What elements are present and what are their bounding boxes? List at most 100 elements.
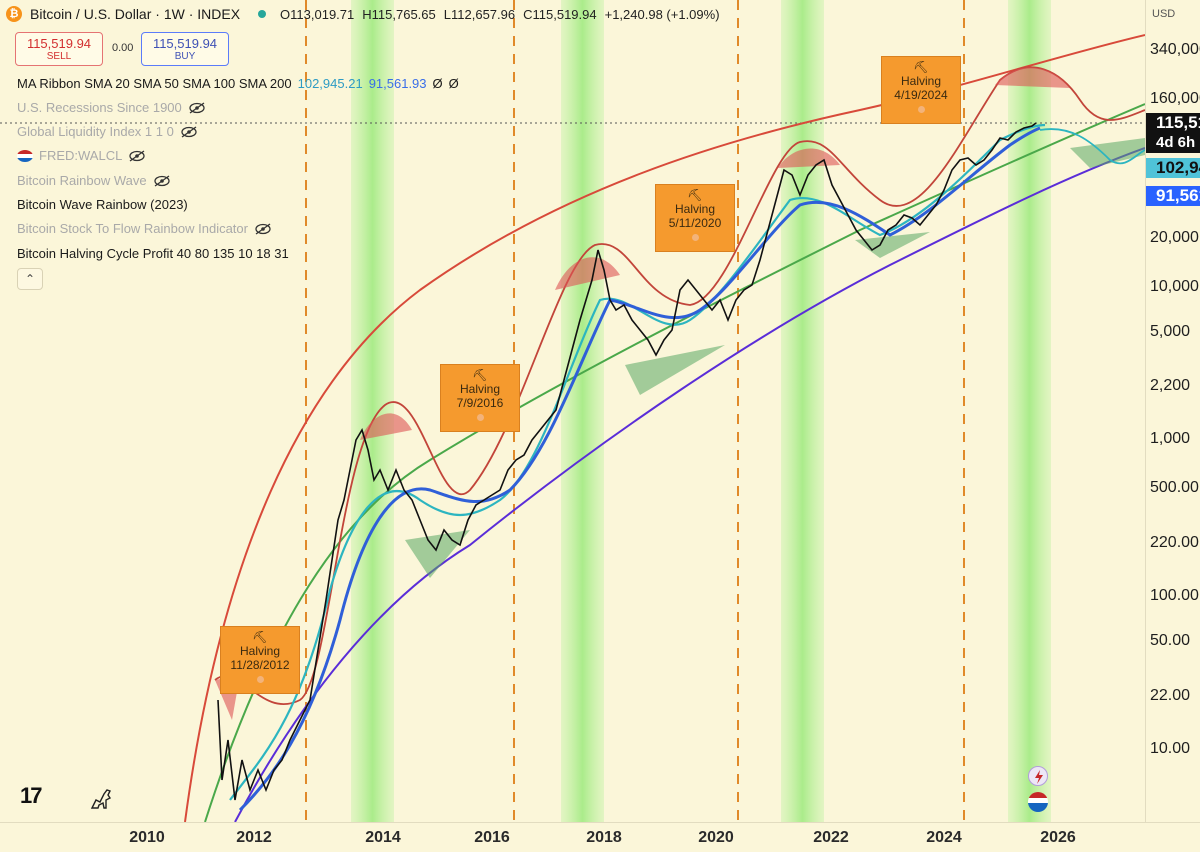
halving-date: 4/19/2024 — [894, 88, 948, 102]
sell-label: SELL — [46, 51, 72, 62]
symbol-header[interactable]: ₿ Bitcoin / U.S. Dollar · 1W · INDEX O11… — [6, 6, 720, 22]
price-tick: 10.00 — [1150, 740, 1191, 757]
sell-button[interactable]: 115,519.94 SELL — [15, 32, 103, 66]
peak-fill — [995, 67, 1070, 88]
price-tick: 220.00 — [1150, 534, 1199, 551]
tradingview-logo[interactable]: 17 — [20, 783, 43, 808]
price-tick: 160,000 — [1150, 90, 1200, 107]
halving-label-2020[interactable]: ⛏ Halving 5/11/2020 — [655, 184, 735, 252]
indicator-ma-ribbon[interactable]: MA Ribbon SMA 20 SMA 50 SMA 100 SMA 200 … — [17, 76, 459, 91]
trough-fill — [625, 345, 725, 395]
buy-button[interactable]: 115,519.94 BUY — [141, 32, 229, 66]
dinosaur-icon[interactable] — [88, 786, 116, 810]
green-band — [1008, 0, 1051, 822]
lower-band-line — [234, 147, 1145, 822]
eye-off-icon[interactable] — [188, 101, 206, 114]
halving-profit-title: Bitcoin Halving Cycle Profit 40 80 135 1… — [17, 246, 289, 261]
ma-value-4: Ø — [448, 76, 459, 91]
time-tick: 2026 — [1040, 829, 1076, 846]
halving-date: 5/11/2020 — [668, 216, 722, 230]
projection-line — [1039, 128, 1145, 165]
eye-off-icon[interactable] — [128, 149, 146, 162]
us-flag-button[interactable] — [1028, 792, 1048, 812]
cycle-wave-line — [214, 66, 1145, 705]
pickaxe-icon: ⛏ — [687, 188, 703, 202]
ohlc-low: L112,657.96 — [443, 6, 516, 22]
collapse-legend-button[interactable]: ⌃ — [17, 268, 43, 290]
green-band — [561, 0, 604, 822]
price-tick: 5,000 — [1150, 323, 1191, 340]
halving-title: Halving — [239, 644, 281, 658]
indicator-recessions[interactable]: U.S. Recessions Since 1900 — [17, 100, 206, 115]
price-tick: 1,000 — [1150, 430, 1191, 447]
symbol-title[interactable]: Bitcoin / U.S. Dollar · 1W · INDEX — [30, 6, 241, 22]
eye-off-icon[interactable] — [153, 174, 171, 187]
price-tick: 2,200 — [1150, 377, 1191, 394]
ma-ribbon-title: MA Ribbon SMA 20 SMA 50 SMA 100 SMA 200 — [17, 76, 292, 91]
halving-title: Halving — [674, 202, 716, 216]
peak-fill — [360, 413, 412, 440]
indicator-fred[interactable]: FRED:WALCL — [17, 148, 146, 163]
fred-title: FRED:WALCL — [39, 148, 123, 163]
market-status-dot — [258, 10, 267, 18]
us-flag-icon — [17, 149, 33, 162]
time-tick: 2024 — [926, 829, 962, 846]
ma-value-2: 91,561.93 — [368, 76, 427, 91]
peak-fill — [555, 257, 620, 290]
eye-off-icon[interactable] — [254, 222, 272, 235]
rainbow-wave-title: Bitcoin Rainbow Wave — [17, 173, 147, 188]
trough-fill — [1070, 138, 1145, 168]
orb-icon — [691, 234, 699, 241]
time-tick: 2010 — [129, 829, 165, 846]
halving-title: Halving — [459, 382, 501, 396]
buy-label: BUY — [174, 51, 196, 62]
chart-area[interactable]: ₿ Bitcoin / U.S. Dollar · 1W · INDEX O11… — [0, 0, 1145, 822]
halving-lines — [305, 0, 965, 822]
indicator-wave-rainbow[interactable]: Bitcoin Wave Rainbow (2023) — [17, 197, 188, 212]
time-tick: 2020 — [698, 829, 734, 846]
liquidity-title: Global Liquidity Index 1 1 0 — [17, 124, 174, 139]
eye-off-icon[interactable] — [180, 125, 198, 138]
halving-label-2024[interactable]: ⛏ Halving 4/19/2024 — [881, 56, 961, 124]
time-scale[interactable]: 2010 2012 2014 2016 2018 2020 2022 2024 … — [0, 822, 1200, 852]
price-tick: 10,000 — [1150, 278, 1199, 295]
time-tick: 2018 — [586, 829, 622, 846]
price-tick: 340,000 — [1150, 41, 1200, 58]
trough-fill — [405, 530, 470, 578]
currency-label: USD — [1152, 8, 1176, 20]
last-price-badge: 115,519.94 — [1146, 113, 1200, 133]
indicator-s2f[interactable]: Bitcoin Stock To Flow Rainbow Indicator — [17, 221, 272, 236]
pickaxe-icon: ⛏ — [252, 630, 268, 644]
halving-label-2012[interactable]: ⛏ Halving 11/28/2012 — [220, 626, 300, 694]
pickaxe-icon: ⛏ — [913, 60, 929, 74]
upper-band-line — [184, 34, 1145, 822]
time-tick: 2012 — [236, 829, 272, 846]
wave-rainbow-title: Bitcoin Wave Rainbow (2023) — [17, 197, 188, 212]
trough-fill — [855, 232, 930, 258]
halving-date: 7/9/2016 — [456, 396, 504, 410]
price-tick: 500.00 — [1150, 479, 1199, 496]
ohlc-open: O113,019.71 — [280, 6, 355, 22]
halving-date: 11/28/2012 — [230, 658, 290, 672]
ohlc-close: C115,519.94 — [523, 6, 597, 22]
spread-value: 0.00 — [112, 42, 134, 54]
ma2-badge: 91,561.93 — [1146, 186, 1200, 206]
green-bands — [351, 0, 1051, 822]
indicator-liquidity[interactable]: Global Liquidity Index 1 1 0 — [17, 124, 198, 139]
ohlc-high: H115,765.65 — [362, 6, 436, 22]
s2f-title: Bitcoin Stock To Flow Rainbow Indicator — [17, 221, 248, 236]
lightning-icon[interactable] — [1028, 766, 1048, 786]
price-tick: 20,000 — [1150, 229, 1199, 246]
bar-countdown-badge: 4d 6h — [1146, 133, 1200, 153]
indicator-rainbow-wave[interactable]: Bitcoin Rainbow Wave — [17, 173, 171, 188]
pickaxe-icon: ⛏ — [472, 368, 488, 382]
ma-value-3: Ø — [432, 76, 443, 91]
price-tick: 22.00 — [1150, 687, 1191, 704]
price-chart[interactable] — [0, 0, 1145, 822]
halving-label-2016[interactable]: ⛏ Halving 7/9/2016 — [440, 364, 520, 432]
bitcoin-icon: ₿ — [6, 6, 22, 22]
time-tick: 2022 — [813, 829, 849, 846]
price-scale[interactable]: USD 340,000 160,000 20,000 10,000 5,000 … — [1145, 0, 1200, 822]
indicator-halving-profit[interactable]: Bitcoin Halving Cycle Profit 40 80 135 1… — [17, 246, 289, 261]
orb-icon — [476, 414, 484, 421]
